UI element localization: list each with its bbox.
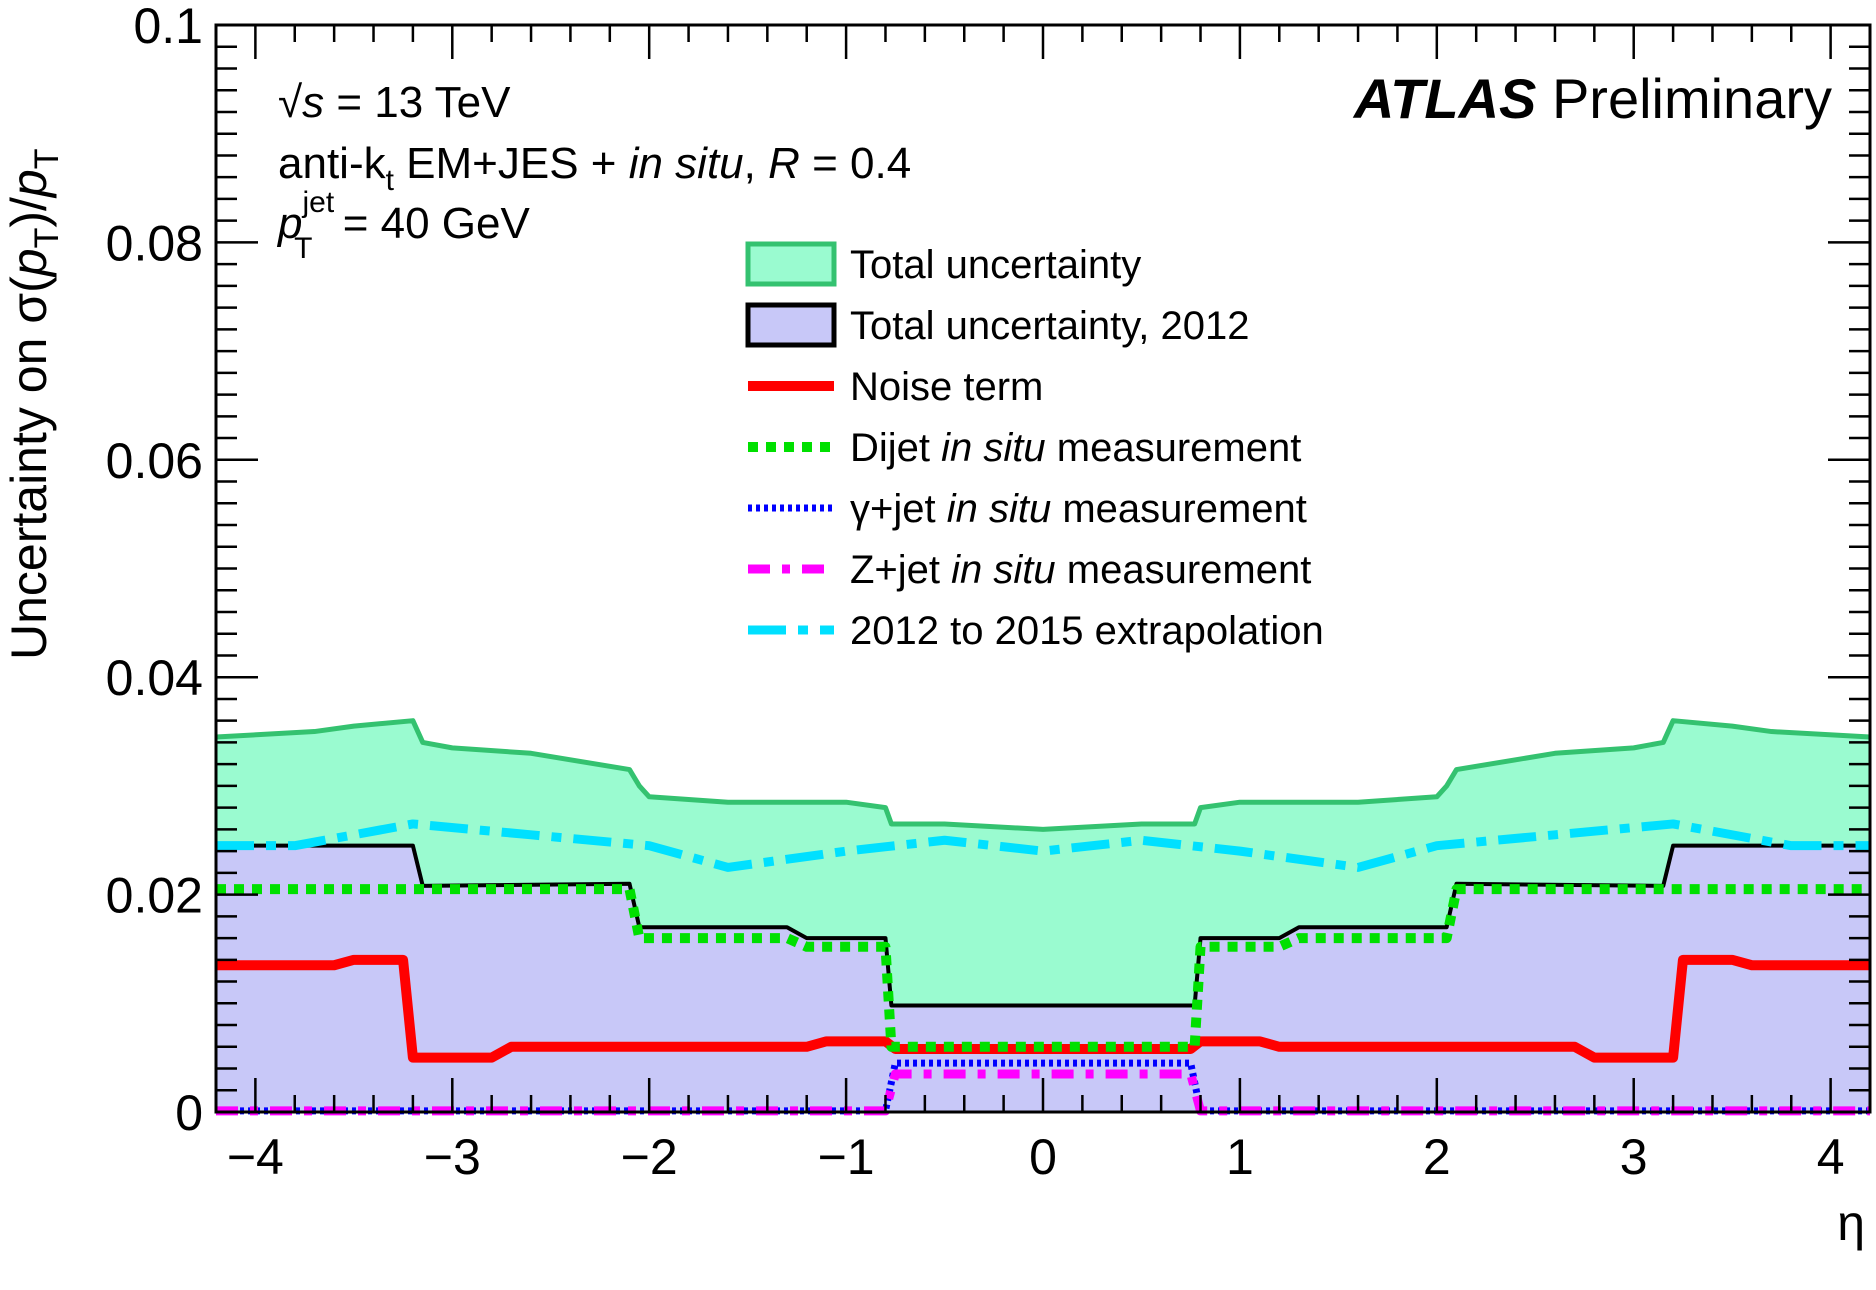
algo-mid: EM+JES + bbox=[394, 139, 629, 188]
x-tick-label: −2 bbox=[621, 1129, 678, 1185]
pt-sup: jet bbox=[301, 186, 334, 219]
y-tick-label: 0.08 bbox=[106, 215, 203, 271]
legend-label-post: measurement bbox=[1046, 426, 1302, 470]
info-pt: pjet T = 40 GeV bbox=[276, 186, 531, 265]
pt-p: p bbox=[276, 199, 302, 248]
legend-swatch-1 bbox=[745, 302, 837, 348]
algo-insitu: in situ bbox=[629, 139, 744, 188]
experiment-status: Preliminary bbox=[1552, 67, 1832, 130]
legend-label-6: 2012 to 2015 extrapolation bbox=[850, 609, 1324, 653]
y-tick-label: 0.04 bbox=[106, 650, 203, 706]
energy-value: = 13 TeV bbox=[324, 78, 511, 127]
radius-sep: , bbox=[744, 139, 768, 188]
legend-label-post: measurement bbox=[1051, 487, 1307, 531]
legend: Total uncertainty Total uncertainty, 2012… bbox=[745, 241, 1324, 653]
y-axis-label-p1: p bbox=[1, 248, 57, 278]
y-axis-label-pre: Uncertainty on σ( bbox=[1, 276, 57, 660]
legend-label-3: Dijet in situ measurement bbox=[850, 426, 1301, 470]
y-axis-label-s2: T bbox=[28, 148, 66, 169]
axis-ticks: −4 −3 −2 −1 0 1 2 3 4 0 0.02 0.04 0.06 0.08 0.1 bbox=[106, 0, 1872, 1185]
info-algorithm: anti-kt EM+JES + in situ, R = 0.4 bbox=[278, 139, 911, 197]
y-axis-label-mid: )/ bbox=[1, 197, 57, 228]
x-tick-label: 2 bbox=[1423, 1129, 1451, 1185]
band-outline-1 bbox=[216, 843, 1870, 1008]
y-tick-label: 0.02 bbox=[106, 868, 203, 924]
sqrt-symbol: √ bbox=[278, 78, 303, 127]
lines-layer bbox=[215, 718, 1871, 1116]
series-line-6 bbox=[216, 819, 1870, 872]
y-tick-label: 0.06 bbox=[106, 433, 203, 489]
plot-area: −4 −3 −2 −1 0 1 2 3 4 0 0.02 0.04 0.06 0.08 0.1 bbox=[106, 0, 1872, 1185]
experiment-name: ATLAS bbox=[1352, 67, 1537, 130]
legend-label-pre: γ+jet bbox=[850, 487, 947, 531]
x-tick-label: 3 bbox=[1620, 1129, 1648, 1185]
radius-R: R bbox=[768, 139, 800, 188]
x-tick-label: 0 bbox=[1029, 1129, 1057, 1185]
band-outline-0 bbox=[215, 718, 1871, 832]
x-tick-label: −3 bbox=[424, 1129, 481, 1185]
series-line-3 bbox=[216, 884, 1870, 1052]
legend-label-5: Z+jet in situ measurement bbox=[850, 548, 1311, 592]
legend-label-1: Total uncertainty, 2012 bbox=[850, 304, 1250, 348]
y-tick-label: 0.1 bbox=[133, 0, 203, 54]
energy-s: s bbox=[302, 78, 324, 127]
pt-value: = 40 GeV bbox=[331, 199, 531, 248]
y-axis-label-p2: p bbox=[1, 169, 57, 199]
y-axis-label: Uncertainty on σ(pT)/pT bbox=[1, 148, 66, 660]
x-axis-label: η bbox=[1837, 1195, 1865, 1251]
experiment-status-gap bbox=[1536, 67, 1552, 130]
legend-label-pre: Z+jet bbox=[850, 548, 951, 592]
legend-label-italic: in situ bbox=[951, 548, 1056, 592]
experiment-label: ATLAS Preliminary bbox=[1352, 67, 1832, 130]
pt-sub: T bbox=[294, 232, 312, 265]
legend-label-0: Total uncertainty bbox=[850, 243, 1141, 287]
algo-prefix: anti-k bbox=[278, 139, 387, 188]
legend-label-italic: in situ bbox=[947, 487, 1052, 531]
algo-sub: t bbox=[386, 164, 395, 197]
legend-label-italic: in situ bbox=[941, 426, 1046, 470]
y-tick-label: 0 bbox=[175, 1085, 203, 1141]
legend-label-4: γ+jet in situ measurement bbox=[850, 487, 1307, 531]
radius-value: = 0.4 bbox=[800, 139, 911, 188]
y-axis-label-s1: T bbox=[28, 228, 66, 249]
legend-label-2: Noise term bbox=[850, 365, 1043, 409]
legend-swatch-0 bbox=[745, 241, 837, 287]
series-line-4 bbox=[216, 1059, 1870, 1115]
info-energy: √s = 13 TeV bbox=[278, 78, 511, 127]
x-tick-label: 4 bbox=[1817, 1129, 1845, 1185]
x-tick-label: 1 bbox=[1226, 1129, 1254, 1185]
x-tick-label: −4 bbox=[227, 1129, 284, 1185]
legend-label-pre: Dijet bbox=[850, 426, 941, 470]
x-tick-label: −1 bbox=[818, 1129, 875, 1185]
legend-label-post: measurement bbox=[1056, 548, 1312, 592]
